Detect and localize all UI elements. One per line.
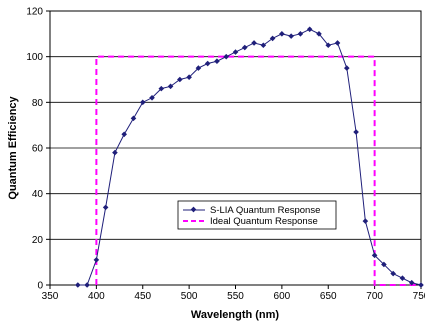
y-tick-label-80: 80	[32, 98, 44, 109]
x-tick-label-750: 750	[413, 291, 425, 302]
x-axis-title: Wavelength (nm)	[191, 309, 280, 321]
data-point-s-lia-580	[260, 42, 267, 49]
data-point-s-lia-390	[84, 282, 90, 288]
y-tick-label-40: 40	[32, 189, 44, 200]
data-point-s-lia-620	[297, 31, 304, 37]
data-point-s-lia-720	[390, 270, 396, 277]
legend-label-ideal: Ideal Quantum Response	[210, 216, 318, 227]
x-axis-ticks: 350 400 450 500 550 600 650 700 750	[42, 285, 425, 302]
data-point-s-lia-590	[269, 35, 276, 42]
x-tick-label-350: 350	[42, 291, 59, 302]
legend: S-LIA Quantum Response Ideal Quantum Res…	[177, 200, 337, 230]
data-point-s-lia-470	[158, 85, 165, 92]
data-point-s-lia-630	[306, 26, 313, 33]
data-point-s-lia-740	[408, 279, 415, 286]
data-point-s-lia-550	[232, 49, 239, 55]
data-point-s-lia-400	[93, 257, 100, 263]
y-tick-label-20: 20	[32, 235, 44, 246]
series-layer	[75, 26, 424, 288]
data-point-s-lia-510	[195, 65, 202, 71]
x-tick-label-550: 550	[227, 291, 244, 302]
legend-label-s-lia: S-LIA Quantum Response	[210, 205, 320, 216]
data-point-s-lia-680	[353, 129, 359, 135]
y-axis-title: Quantum Efficiency	[7, 95, 19, 199]
data-point-s-lia-450	[139, 99, 146, 106]
data-point-s-lia-670	[344, 65, 350, 71]
data-point-s-lia-440	[130, 115, 137, 122]
legend-box	[177, 200, 337, 230]
data-point-s-lia-480	[167, 83, 174, 90]
data-point-s-lia-570	[251, 40, 257, 46]
data-point-s-lia-690	[362, 218, 369, 224]
data-point-s-lia-490	[177, 76, 183, 83]
data-point-s-lia-610	[288, 33, 294, 39]
data-point-s-lia-560	[241, 44, 248, 51]
data-point-s-lia-640	[316, 31, 322, 37]
data-point-s-lia-700	[371, 252, 378, 259]
legend-marker-s-lia	[190, 206, 197, 213]
data-point-s-lia-500	[186, 74, 192, 81]
y-tick-label-120: 120	[26, 7, 43, 18]
data-point-s-lia-730	[399, 275, 406, 281]
data-point-s-lia-650	[325, 42, 332, 49]
x-tick-label-450: 450	[134, 291, 151, 302]
data-point-s-lia-530	[214, 58, 220, 65]
data-point-s-lia-460	[149, 94, 155, 101]
data-point-s-lia-710	[381, 261, 387, 268]
data-point-s-lia-380	[75, 282, 81, 288]
series-line-s-lia-quantum-response	[77, 28, 422, 286]
data-point-s-lia-750	[418, 282, 424, 288]
data-point-s-lia-410	[102, 204, 109, 211]
x-tick-label-650: 650	[320, 291, 337, 302]
x-tick-label-700: 700	[366, 291, 383, 302]
x-tick-label-400: 400	[88, 291, 105, 302]
x-tick-label-500: 500	[181, 291, 198, 302]
data-point-s-lia-420	[112, 149, 118, 156]
data-point-s-lia-600	[279, 31, 285, 37]
y-tick-label-100: 100	[26, 52, 43, 63]
data-point-s-lia-660	[334, 40, 341, 46]
y-tick-label-60: 60	[32, 144, 44, 155]
x-tick-label-600: 600	[274, 291, 291, 302]
data-point-s-lia-520	[204, 60, 211, 67]
data-point-s-lia-430	[121, 131, 127, 138]
y-tick-label-0: 0	[37, 281, 43, 292]
y-axis-ticks: 0 20 40 60 80 100 120	[26, 7, 50, 292]
series-line-ideal-quantum-response	[95, 55, 421, 286]
data-point-s-lia-540	[223, 53, 230, 60]
